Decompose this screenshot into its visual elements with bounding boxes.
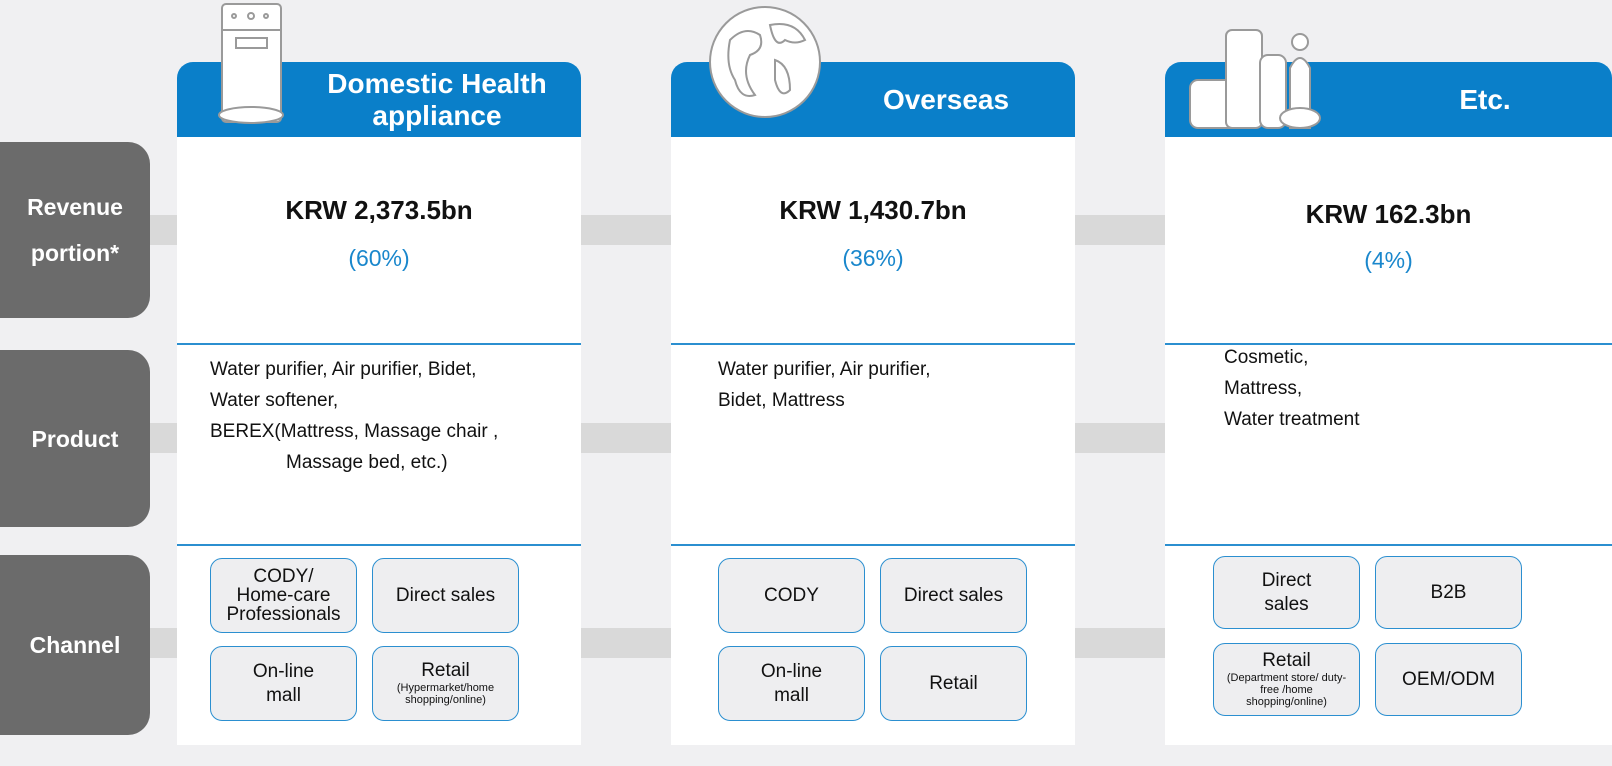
channel-label: mall [266, 684, 301, 706]
channel-label: On-line [760, 660, 823, 682]
segment-title: Etc. [1459, 83, 1511, 115]
channel-box: Direct sales [1213, 556, 1360, 629]
water-purifier-icon [218, 3, 284, 124]
channel-box: On-line mall [718, 646, 865, 721]
channel-label: Direct sales [903, 585, 1004, 606]
channel-label: Home-care [236, 585, 331, 606]
divider [1165, 343, 1612, 345]
cosmetics-icon [1189, 29, 1321, 129]
channel-box: Retail (Department store/ duty-free /home… [1213, 643, 1360, 716]
channel-note: (Department store/ duty-free /home shopp… [1226, 672, 1347, 708]
row-label: Product [0, 350, 150, 527]
product-line: Cosmetic, [1224, 347, 1309, 368]
revenue-share: (4%) [1364, 247, 1413, 273]
channel-label: B2B [1430, 582, 1467, 603]
channel-label: OEM/ODM [1402, 669, 1495, 690]
segment-title: Overseas [882, 83, 1010, 115]
channel-box: Direct sales [372, 558, 519, 633]
channel-box: CODY [718, 558, 865, 633]
channel-box: Direct sales [880, 558, 1027, 633]
product-line: Mattress, [1224, 378, 1303, 399]
channel-label: Professionals [226, 604, 341, 625]
revenue-amount: KRW 2,373.5bn [285, 195, 473, 225]
product-line: Water purifier, Air purifier, [718, 359, 931, 380]
globe-icon [709, 6, 821, 118]
channel-label: On-line [252, 660, 315, 682]
product-line: Water purifier, Air purifier, Bidet, [210, 359, 477, 380]
channel-label: sales [1264, 593, 1309, 615]
divider [177, 544, 581, 546]
channel-label: Direct [1261, 569, 1312, 591]
channel-label: Retail [929, 673, 978, 694]
product-line: BEREX(Mattress, Massage chair , [210, 421, 499, 442]
revenue-share: (36%) [842, 245, 904, 271]
channel-label: Retail [1262, 650, 1311, 671]
channel-label: CODY [764, 585, 819, 606]
segment-column: Domestic Health appliance KRW 2,373.5bn (6… [177, 62, 581, 745]
product-line: Massage bed, etc.) [286, 452, 448, 473]
channel-box: Retail [880, 646, 1027, 721]
channel-label: mall [774, 684, 809, 706]
segment-column: Etc. KRW 162.3bn (4%) Cosmetic, Mattress, Wat… [1165, 62, 1612, 745]
channel-label: Direct sales [395, 585, 496, 606]
revenue-amount: KRW 1,430.7bn [779, 195, 967, 225]
divider [1165, 544, 1612, 546]
icons [218, 3, 1321, 129]
channel-box: Retail (Hypermarket/home shopping/online) [372, 646, 519, 721]
product-line: Water treatment [1224, 409, 1360, 430]
product-line: Bidet, Mattress [718, 390, 845, 411]
product-line: Water softener, [210, 390, 339, 411]
segment-title: Domestic Health appliance [327, 67, 547, 131]
channel-box: CODY/Home-care Professionals [210, 558, 357, 633]
row-label: Revenue portion* [0, 142, 150, 318]
channel-note: (Hypermarket/home shopping/online) [396, 682, 495, 706]
channel-box: On-line mall [210, 646, 357, 721]
channel-box: B2B [1375, 556, 1522, 629]
divider [671, 544, 1075, 546]
divider [671, 343, 1075, 345]
revenue-amount: KRW 162.3bn [1305, 199, 1472, 229]
segment-column: Overseas KRW 1,430.7bn (36%) Water purifier… [671, 62, 1075, 745]
row-label: Channel [0, 555, 150, 735]
divider [177, 343, 581, 345]
channel-label: Retail [421, 660, 470, 681]
revenue-share: (60%) [348, 245, 410, 271]
channel-box: OEM/ODM [1375, 643, 1522, 716]
channel-label: CODY/ [253, 566, 314, 587]
